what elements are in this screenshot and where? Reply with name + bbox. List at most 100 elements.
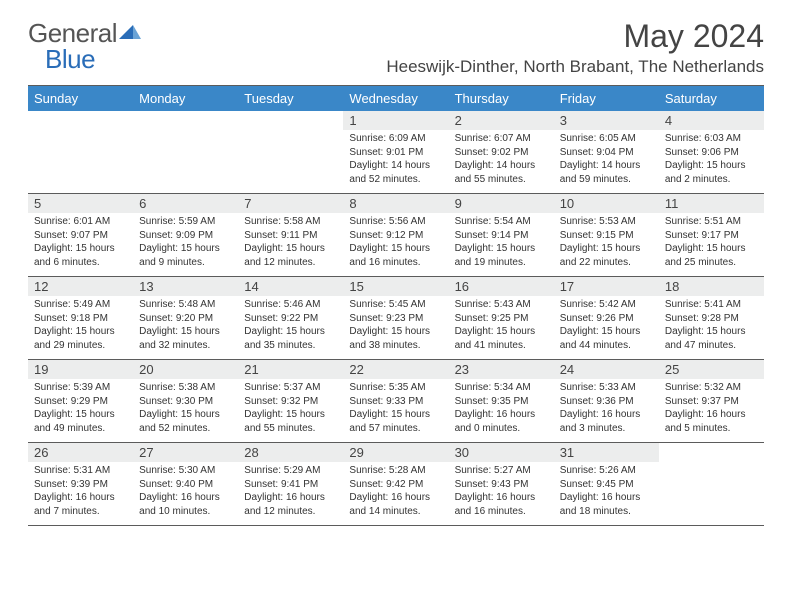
day-body: Sunrise: 5:31 AMSunset: 9:39 PMDaylight:… — [28, 462, 133, 522]
sunrise-text: Sunrise: 6:01 AM — [34, 215, 127, 229]
daylight-text: Daylight: 15 hours and 47 minutes. — [665, 325, 758, 352]
day-cell: 28Sunrise: 5:29 AMSunset: 9:41 PMDayligh… — [238, 443, 343, 525]
day-cell: 7Sunrise: 5:58 AMSunset: 9:11 PMDaylight… — [238, 194, 343, 276]
day-body: Sunrise: 5:51 AMSunset: 9:17 PMDaylight:… — [659, 213, 764, 273]
sunrise-text: Sunrise: 5:35 AM — [349, 381, 442, 395]
sunrise-text: Sunrise: 5:31 AM — [34, 464, 127, 478]
sunset-text: Sunset: 9:43 PM — [455, 478, 548, 492]
day-number: 7 — [238, 194, 343, 213]
day-cell: 16 Sunrise: 5:43 AMSunset: 9:25 PMDayligh… — [449, 277, 554, 359]
day-cell: 4Sunrise: 6:03 AMSunset: 9:06 PMDaylight… — [659, 111, 764, 193]
day-header-tuesday: Tuesday — [238, 86, 343, 111]
day-cell: 5Sunrise: 6:01 AMSunset: 9:07 PMDaylight… — [28, 194, 133, 276]
sunrise-text: Sunrise: 5:33 AM — [560, 381, 653, 395]
sunrise-text: Sunrise: 6:07 AM — [455, 132, 548, 146]
day-number — [28, 111, 133, 115]
day-cell: 21Sunrise: 5:37 AMSunset: 9:32 PMDayligh… — [238, 360, 343, 442]
sunset-text: Sunset: 9:12 PM — [349, 229, 442, 243]
sunset-text: Sunset: 9:18 PM — [34, 312, 127, 326]
daylight-text: Daylight: 14 hours and 55 minutes. — [455, 159, 548, 186]
month-title: May 2024 — [386, 18, 764, 55]
daylight-text: Daylight: 15 hours and 49 minutes. — [34, 408, 127, 435]
day-cell: 20Sunrise: 5:38 AMSunset: 9:30 PMDayligh… — [133, 360, 238, 442]
sunrise-text: Sunrise: 5:54 AM — [455, 215, 548, 229]
day-number: 20 — [133, 360, 238, 379]
sunset-text: Sunset: 9:42 PM — [349, 478, 442, 492]
logo-triangle-icon — [119, 21, 141, 46]
daylight-text: Daylight: 15 hours and 6 minutes. — [34, 242, 127, 269]
sunrise-text: Sunrise: 5:43 AM — [455, 298, 548, 312]
daylight-text: Daylight: 15 hours and 55 minutes. — [244, 408, 337, 435]
daylight-text: Daylight: 15 hours and 29 minutes. — [34, 325, 127, 352]
day-number: 4 — [659, 111, 764, 130]
day-number: 16 — [449, 277, 554, 296]
sunrise-text: Sunrise: 5:46 AM — [244, 298, 337, 312]
daylight-text: Daylight: 15 hours and 19 minutes. — [455, 242, 548, 269]
week-row: 19Sunrise: 5:39 AMSunset: 9:29 PMDayligh… — [28, 360, 764, 443]
day-cell: 18Sunrise: 5:41 AMSunset: 9:28 PMDayligh… — [659, 277, 764, 359]
sunset-text: Sunset: 9:07 PM — [34, 229, 127, 243]
sunrise-text: Sunrise: 5:59 AM — [139, 215, 232, 229]
sunset-text: Sunset: 9:35 PM — [455, 395, 548, 409]
day-number: 25 — [659, 360, 764, 379]
sunrise-text: Sunrise: 5:26 AM — [560, 464, 653, 478]
day-number: 24 — [554, 360, 659, 379]
sunrise-text: Sunrise: 5:49 AM — [34, 298, 127, 312]
sunset-text: Sunset: 9:23 PM — [349, 312, 442, 326]
day-cell: 29Sunrise: 5:28 AMSunset: 9:42 PMDayligh… — [343, 443, 448, 525]
sunset-text: Sunset: 9:06 PM — [665, 146, 758, 160]
day-number: 3 — [554, 111, 659, 130]
day-number: 27 — [133, 443, 238, 462]
day-cell: 2Sunrise: 6:07 AMSunset: 9:02 PMDaylight… — [449, 111, 554, 193]
day-cell: 12Sunrise: 5:49 AMSunset: 9:18 PMDayligh… — [28, 277, 133, 359]
sunrise-text: Sunrise: 5:38 AM — [139, 381, 232, 395]
day-body: Sunrise: 5:33 AMSunset: 9:36 PMDaylight:… — [554, 379, 659, 439]
day-body: Sunrise: 5:58 AMSunset: 9:11 PMDaylight:… — [238, 213, 343, 273]
week-row: 1Sunrise: 6:09 AMSunset: 9:01 PMDaylight… — [28, 111, 764, 194]
day-cell — [28, 111, 133, 193]
day-cell: 10Sunrise: 5:53 AMSunset: 9:15 PMDayligh… — [554, 194, 659, 276]
day-cell: 19Sunrise: 5:39 AMSunset: 9:29 PMDayligh… — [28, 360, 133, 442]
day-number: 23 — [449, 360, 554, 379]
day-body: Sunrise: 5:48 AMSunset: 9:20 PMDaylight:… — [133, 296, 238, 356]
sunrise-text: Sunrise: 5:58 AM — [244, 215, 337, 229]
sunset-text: Sunset: 9:37 PM — [665, 395, 758, 409]
day-cell: 27Sunrise: 5:30 AMSunset: 9:40 PMDayligh… — [133, 443, 238, 525]
daylight-text: Daylight: 15 hours and 38 minutes. — [349, 325, 442, 352]
sunset-text: Sunset: 9:45 PM — [560, 478, 653, 492]
sunrise-text: Sunrise: 5:29 AM — [244, 464, 337, 478]
daylight-text: Daylight: 15 hours and 22 minutes. — [560, 242, 653, 269]
day-header-monday: Monday — [133, 86, 238, 111]
daylight-text: Daylight: 15 hours and 41 minutes. — [455, 325, 548, 352]
day-cell: 25Sunrise: 5:32 AMSunset: 9:37 PMDayligh… — [659, 360, 764, 442]
day-cell: 1Sunrise: 6:09 AMSunset: 9:01 PMDaylight… — [343, 111, 448, 193]
day-body: Sunrise: 5:27 AMSunset: 9:43 PMDaylight:… — [449, 462, 554, 522]
sunrise-text: Sunrise: 5:51 AM — [665, 215, 758, 229]
day-body: Sunrise: 5:34 AMSunset: 9:35 PMDaylight:… — [449, 379, 554, 439]
day-cell — [238, 111, 343, 193]
sunrise-text: Sunrise: 5:28 AM — [349, 464, 442, 478]
sunrise-text: Sunrise: 6:05 AM — [560, 132, 653, 146]
sunset-text: Sunset: 9:20 PM — [139, 312, 232, 326]
sunset-text: Sunset: 9:02 PM — [455, 146, 548, 160]
day-header-saturday: Saturday — [659, 86, 764, 111]
sunrise-text: Sunrise: 5:48 AM — [139, 298, 232, 312]
sunset-text: Sunset: 9:01 PM — [349, 146, 442, 160]
location-text: Heeswijk-Dinther, North Brabant, The Net… — [386, 57, 764, 77]
sunrise-text: Sunrise: 5:34 AM — [455, 381, 548, 395]
day-number: 19 — [28, 360, 133, 379]
day-cell: 23Sunrise: 5:34 AMSunset: 9:35 PMDayligh… — [449, 360, 554, 442]
logo-text-blue: Blue — [45, 44, 95, 74]
day-number: 14 — [238, 277, 343, 296]
daylight-text: Daylight: 15 hours and 57 minutes. — [349, 408, 442, 435]
sunset-text: Sunset: 9:32 PM — [244, 395, 337, 409]
daylight-text: Daylight: 15 hours and 25 minutes. — [665, 242, 758, 269]
day-cell: 15Sunrise: 5:45 AMSunset: 9:23 PMDayligh… — [343, 277, 448, 359]
day-body: Sunrise: 5:29 AMSunset: 9:41 PMDaylight:… — [238, 462, 343, 522]
sunset-text: Sunset: 9:25 PM — [455, 312, 548, 326]
day-number: 15 — [343, 277, 448, 296]
day-number: 31 — [554, 443, 659, 462]
day-number: 11 — [659, 194, 764, 213]
sunset-text: Sunset: 9:17 PM — [665, 229, 758, 243]
day-body: Sunrise: 5:53 AMSunset: 9:15 PMDaylight:… — [554, 213, 659, 273]
